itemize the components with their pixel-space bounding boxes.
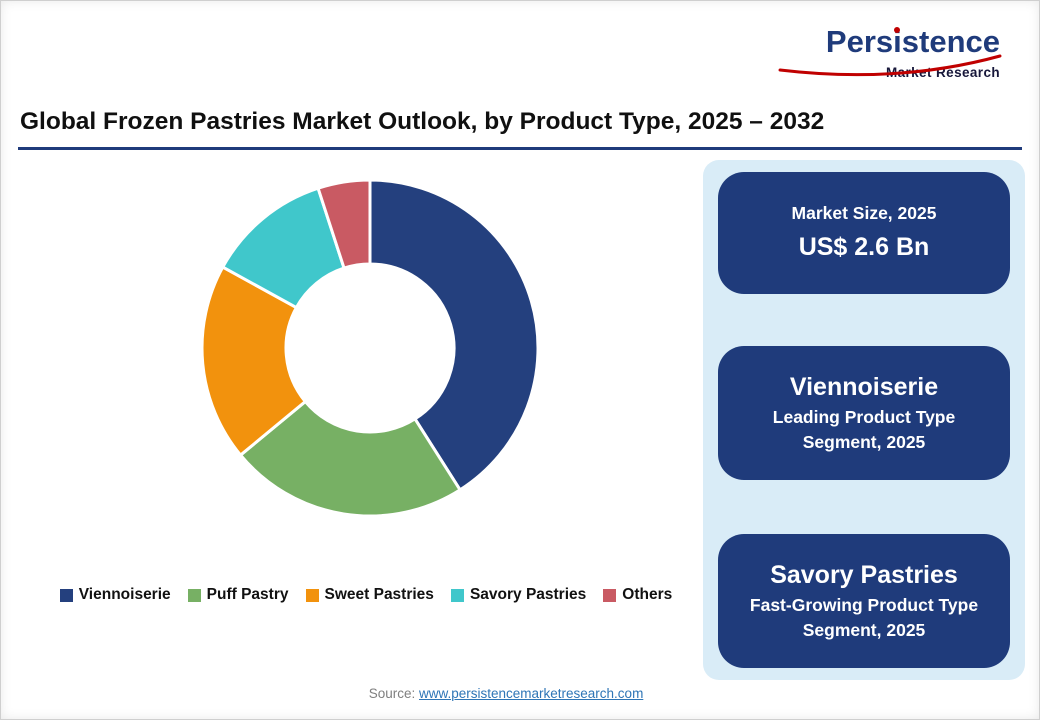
legend-label: Others: [622, 586, 673, 603]
donut-chart: [198, 176, 542, 520]
card-caption: Fast-Growing Product Type Segment, 2025: [749, 594, 979, 640]
donut-slice-viennoiserie: [368, 178, 540, 492]
card-title: Market Size, 2025: [791, 203, 937, 224]
legend-swatch: [305, 588, 319, 602]
logo-red-dot-i: i: [893, 24, 902, 59]
info-card-market-size: Market Size, 2025 US$ 2.6 Bn: [718, 172, 1010, 294]
legend-item-puff-pastry: Puff Pastry: [187, 586, 289, 604]
legend-swatch: [59, 588, 73, 602]
title-underline: [18, 147, 1022, 150]
card-value: Viennoiserie: [789, 372, 939, 401]
legend-item-sweet-pastries: Sweet Pastries: [305, 586, 434, 604]
legend-label: Viennoiserie: [78, 586, 171, 603]
card-caption: Leading Product Type Segment, 2025: [772, 406, 956, 452]
source-note: Source: www.persistencemarketresearch.co…: [0, 686, 1012, 701]
card-value: US$ 2.6 Bn: [798, 232, 930, 261]
legend-item-others: Others: [603, 586, 672, 604]
legend-swatch: [450, 588, 464, 602]
logo: Persistence Market Research: [778, 24, 1002, 80]
info-panel: Market Size, 2025 US$ 2.6 Bn Viennoiseri…: [703, 160, 1025, 680]
card-value: Savory Pastries: [770, 560, 958, 589]
page-title: Global Frozen Pastries Market Outlook, b…: [20, 108, 825, 135]
legend-item-viennoiserie: Viennoiserie: [59, 586, 171, 604]
legend-label: Savory Pastries: [469, 586, 587, 603]
donut-slice-sweet-pastries: [200, 265, 307, 457]
legend-swatch: [603, 588, 617, 602]
logo-brand-text: Persistence: [825, 24, 1000, 59]
donut-slice-puff-pastry: [239, 400, 462, 518]
logo-subtitle: Market Research: [885, 65, 1000, 80]
chart-legend: Viennoiserie Puff Pastry Sweet Pastries Sav…: [24, 586, 708, 604]
source-link[interactable]: www.persistencemarketresearch.com: [418, 686, 644, 701]
legend-label: Sweet Pastries: [324, 586, 434, 603]
legend-label: Puff Pastry: [206, 586, 289, 603]
legend-swatch: [187, 588, 201, 602]
source-label: Source:: [368, 686, 416, 701]
legend-item-savory-pastries: Savory Pastries: [450, 586, 587, 604]
info-card-fast-growing-segment: Savory Pastries Fast-Growing Product Typ…: [718, 534, 1010, 668]
info-card-leading-segment: Viennoiserie Leading Product Type Segmen…: [718, 346, 1010, 480]
donut-slice-others: [316, 178, 372, 270]
